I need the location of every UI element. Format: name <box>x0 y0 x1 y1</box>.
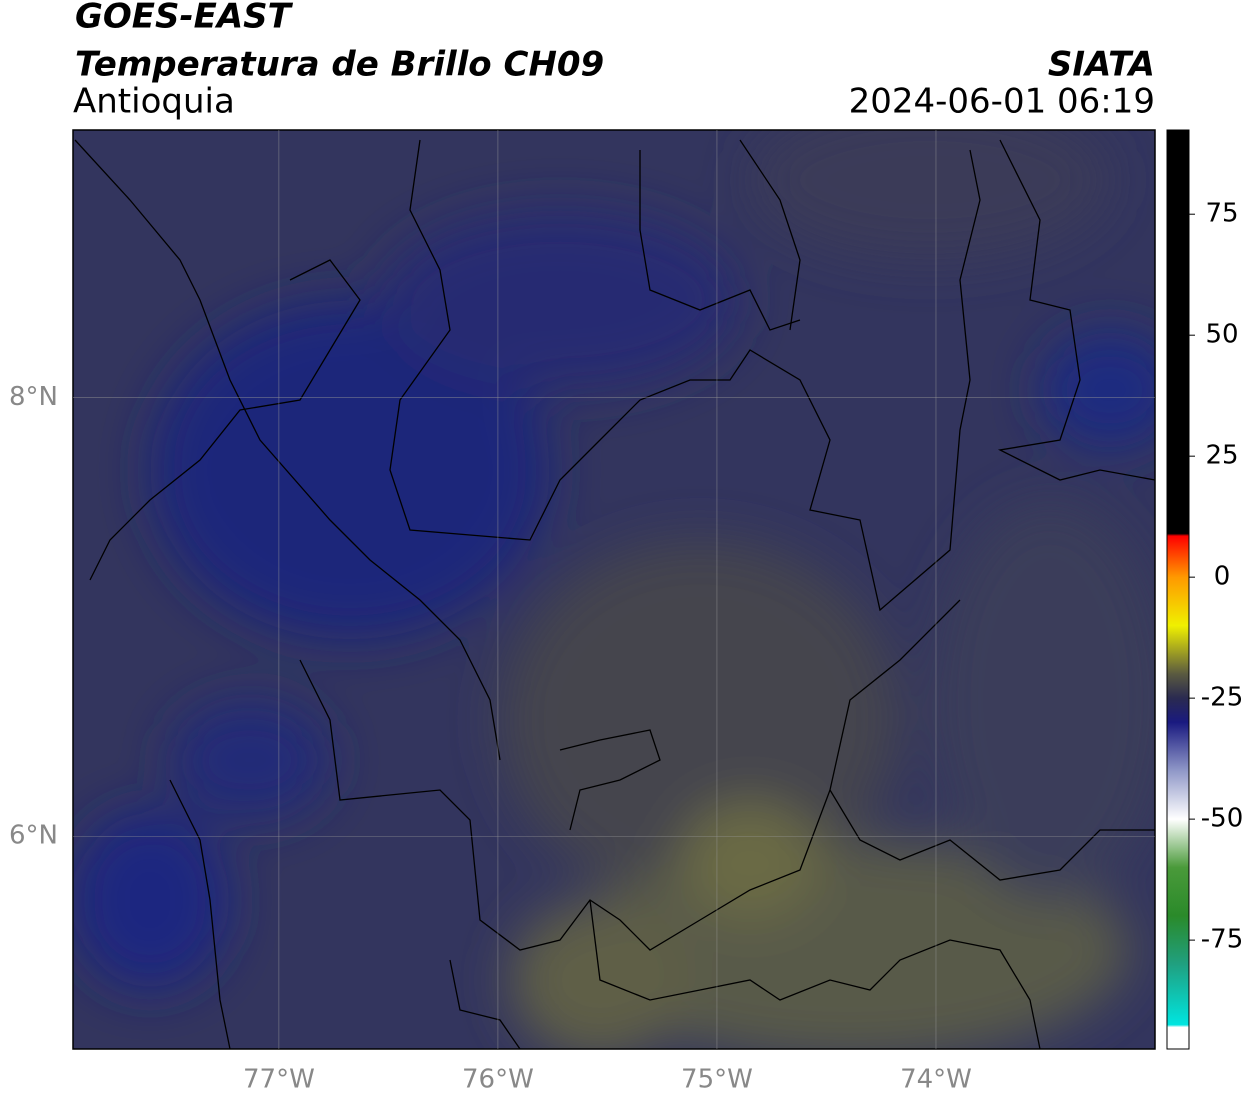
subtitle: Temperatura de Brillo CH09 <box>75 45 604 85</box>
colorbar-tick-label: 75 <box>1205 199 1238 229</box>
colorbar-tick-label: 0 <box>1214 562 1231 592</box>
colorbar-tick-label: 50 <box>1205 320 1238 350</box>
colorbar <box>1166 129 1190 1050</box>
x-tick-label: 75°W <box>681 1065 753 1095</box>
x-tick-label: 76°W <box>462 1065 534 1095</box>
colorbar-tick-label: 25 <box>1205 441 1238 471</box>
x-tick-label: 74°W <box>900 1065 972 1095</box>
datetime: 2024-06-01 06:19 <box>849 82 1155 122</box>
colorbar-tick-label: -50 <box>1201 804 1243 834</box>
map-frame <box>72 129 1156 1050</box>
map-image <box>73 130 1155 1049</box>
region: Antioquia <box>73 82 235 122</box>
y-tick-label: 6°N <box>9 821 58 851</box>
y-tick-label: 8°N <box>9 382 58 412</box>
title: GOES-EAST <box>75 0 294 37</box>
source: SIATA <box>1048 45 1155 85</box>
colorbar-tick-label: -75 <box>1201 925 1243 955</box>
colorbar-tick-label: -25 <box>1201 683 1243 713</box>
x-tick-label: 77°W <box>243 1065 315 1095</box>
